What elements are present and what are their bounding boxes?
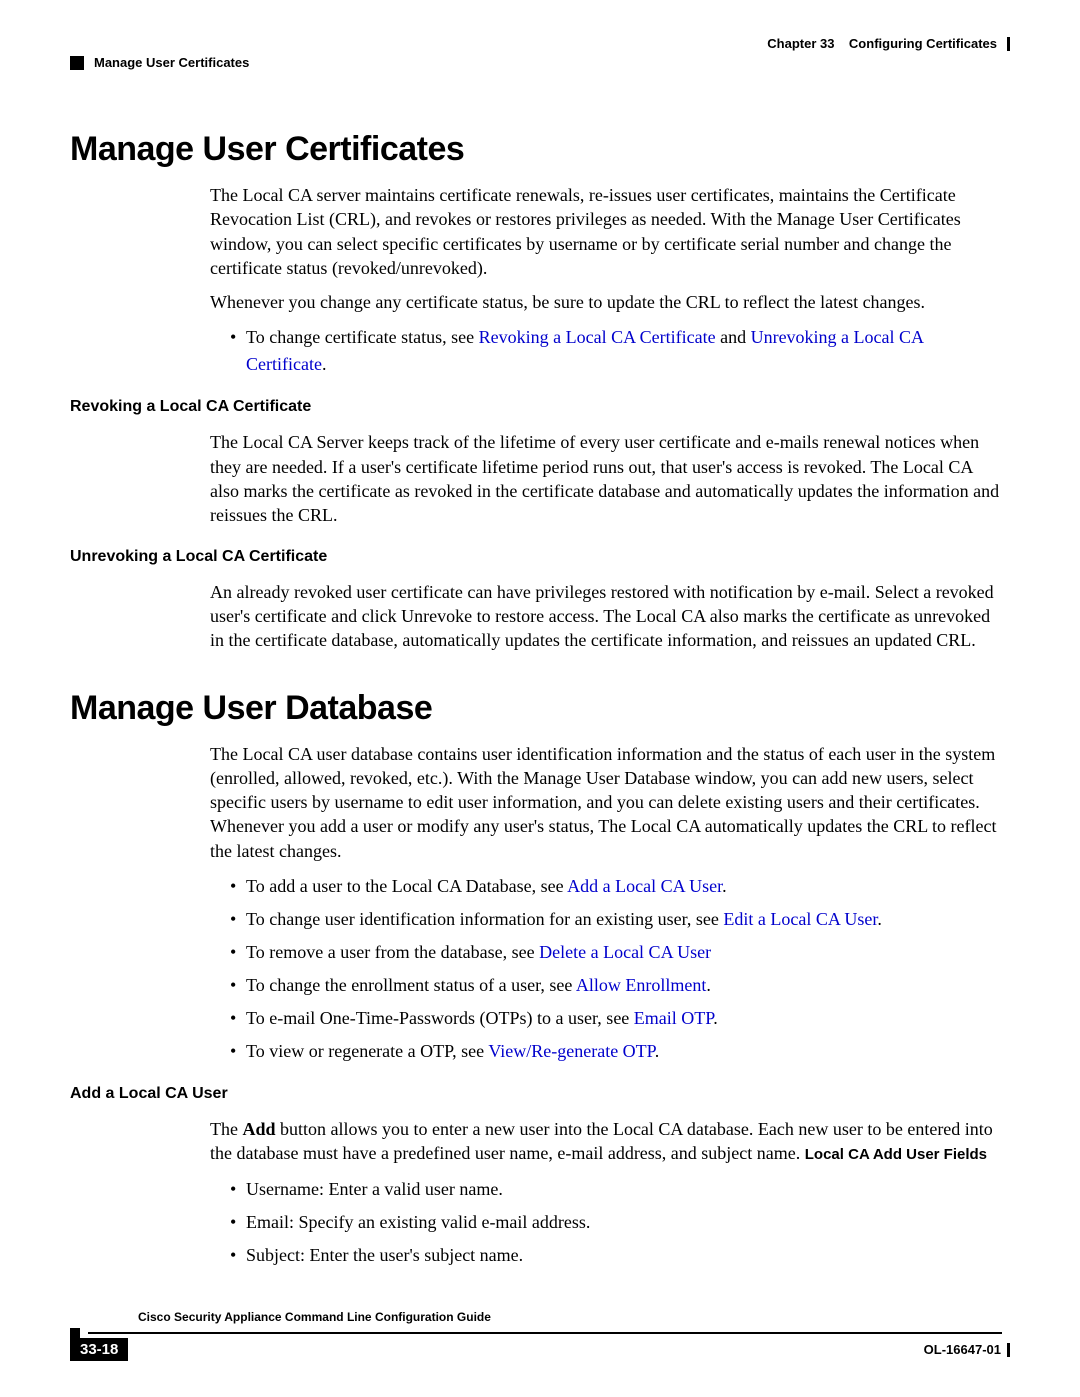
sub1-body: The Local CA Server keeps track of the l… bbox=[210, 430, 1000, 527]
page-content: Manage User Certificates The Local CA se… bbox=[70, 130, 1010, 1269]
chapter-number: Chapter 33 bbox=[767, 36, 834, 51]
list-item: To change user identification informatio… bbox=[230, 906, 1000, 933]
footer-tick-mark bbox=[1007, 1343, 1010, 1357]
text: . bbox=[713, 1008, 718, 1028]
text: The bbox=[210, 1119, 242, 1139]
text: To remove a user from the database, see bbox=[246, 942, 539, 962]
list-item: To change certificate status, see Revoki… bbox=[230, 324, 1000, 378]
section-heading: Manage User Certificates bbox=[70, 130, 1010, 169]
section2: Manage User Database The Local CA user d… bbox=[70, 689, 1010, 1269]
page-footer: Cisco Security Appliance Command Line Co… bbox=[70, 1312, 1010, 1361]
sub2-body: An already revoked user certificate can … bbox=[210, 580, 1000, 653]
section-heading: Manage User Database bbox=[70, 689, 1010, 728]
chapter-title: Configuring Certificates bbox=[849, 36, 997, 51]
text: To change certificate status, see bbox=[246, 327, 479, 347]
footer-rule-line bbox=[88, 1332, 1002, 1334]
text: . bbox=[877, 909, 882, 929]
running-header-right: Chapter 33 Configuring Certificates bbox=[70, 36, 1010, 51]
doc-id-text: OL-16647-01 bbox=[924, 1342, 1001, 1357]
link-add-user[interactable]: Add a Local CA User bbox=[567, 876, 722, 896]
footer-square-icon bbox=[70, 1328, 80, 1338]
list-item: Subject: Enter the user's subject name. bbox=[230, 1242, 1000, 1269]
link-revoking[interactable]: Revoking a Local CA Certificate bbox=[479, 327, 716, 347]
subsection-heading: Unrevoking a Local CA Certificate bbox=[70, 548, 1010, 566]
link-email-otp[interactable]: Email OTP bbox=[634, 1008, 714, 1028]
header-rule-mark bbox=[1007, 37, 1010, 51]
list-item: To remove a user from the database, see … bbox=[230, 939, 1000, 966]
bullet-list: To change certificate status, see Revoki… bbox=[230, 324, 1000, 378]
paragraph: The Local CA server maintains certificat… bbox=[210, 183, 1000, 280]
subsection-heading: Revoking a Local CA Certificate bbox=[70, 398, 1010, 416]
link-edit-user[interactable]: Edit a Local CA User bbox=[723, 909, 877, 929]
header-square-icon bbox=[70, 56, 84, 70]
running-header-left: Manage User Certificates bbox=[70, 55, 1010, 70]
document-page: Chapter 33 Configuring Certificates Mana… bbox=[0, 0, 1080, 1397]
link-allow-enrollment[interactable]: Allow Enrollment bbox=[576, 975, 706, 995]
paragraph: The Local CA user database contains user… bbox=[210, 742, 1000, 863]
subsection-heading: Add a Local CA User bbox=[70, 1085, 1010, 1103]
text: and bbox=[716, 327, 751, 347]
list-item: To e-mail One-Time-Passwords (OTPs) to a… bbox=[230, 1005, 1000, 1032]
text: . bbox=[655, 1041, 660, 1061]
text: To e-mail One-Time-Passwords (OTPs) to a… bbox=[246, 1008, 634, 1028]
paragraph: The Local CA Server keeps track of the l… bbox=[210, 430, 1000, 527]
list-item: To change the enrollment status of a use… bbox=[230, 972, 1000, 999]
text: To view or regenerate a OTP, see bbox=[246, 1041, 488, 1061]
list-item: Username: Enter a valid user name. bbox=[230, 1176, 1000, 1203]
document-id: OL-16647-01 bbox=[924, 1342, 1010, 1357]
bold-text: Add bbox=[242, 1119, 275, 1139]
link-delete-user[interactable]: Delete a Local CA User bbox=[539, 942, 711, 962]
paragraph: The Add button allows you to enter a new… bbox=[210, 1117, 1000, 1166]
breadcrumb: Manage User Certificates bbox=[94, 55, 249, 70]
section2-sub1-body: The Add button allows you to enter a new… bbox=[210, 1117, 1000, 1269]
page-number: 33-18 bbox=[70, 1338, 128, 1361]
footer-rule bbox=[70, 1328, 1010, 1338]
text: . bbox=[706, 975, 711, 995]
text: . bbox=[322, 354, 327, 374]
bullet-list: To add a user to the Local CA Database, … bbox=[230, 873, 1000, 1065]
run-in-heading: Local CA Add User Fields bbox=[805, 1146, 987, 1163]
list-item: Email: Specify an existing valid e-mail … bbox=[230, 1209, 1000, 1236]
link-view-regenerate-otp[interactable]: View/Re-generate OTP bbox=[488, 1041, 654, 1061]
section1-body: The Local CA server maintains certificat… bbox=[210, 183, 1000, 378]
text: To change the enrollment status of a use… bbox=[246, 975, 576, 995]
section2-body: The Local CA user database contains user… bbox=[210, 742, 1000, 1065]
footer-guide-title: Cisco Security Appliance Command Line Co… bbox=[138, 1310, 1010, 1324]
paragraph: An already revoked user certificate can … bbox=[210, 580, 1000, 653]
text: To add a user to the Local CA Database, … bbox=[246, 876, 567, 896]
list-item: To add a user to the Local CA Database, … bbox=[230, 873, 1000, 900]
text: To change user identification informatio… bbox=[246, 909, 723, 929]
list-item: To view or regenerate a OTP, see View/Re… bbox=[230, 1038, 1000, 1065]
bullet-list: Username: Enter a valid user name. Email… bbox=[230, 1176, 1000, 1269]
paragraph: Whenever you change any certificate stat… bbox=[210, 290, 1000, 314]
footer-bottom-row: 33-18 OL-16647-01 bbox=[70, 1338, 1010, 1361]
text: . bbox=[722, 876, 727, 896]
